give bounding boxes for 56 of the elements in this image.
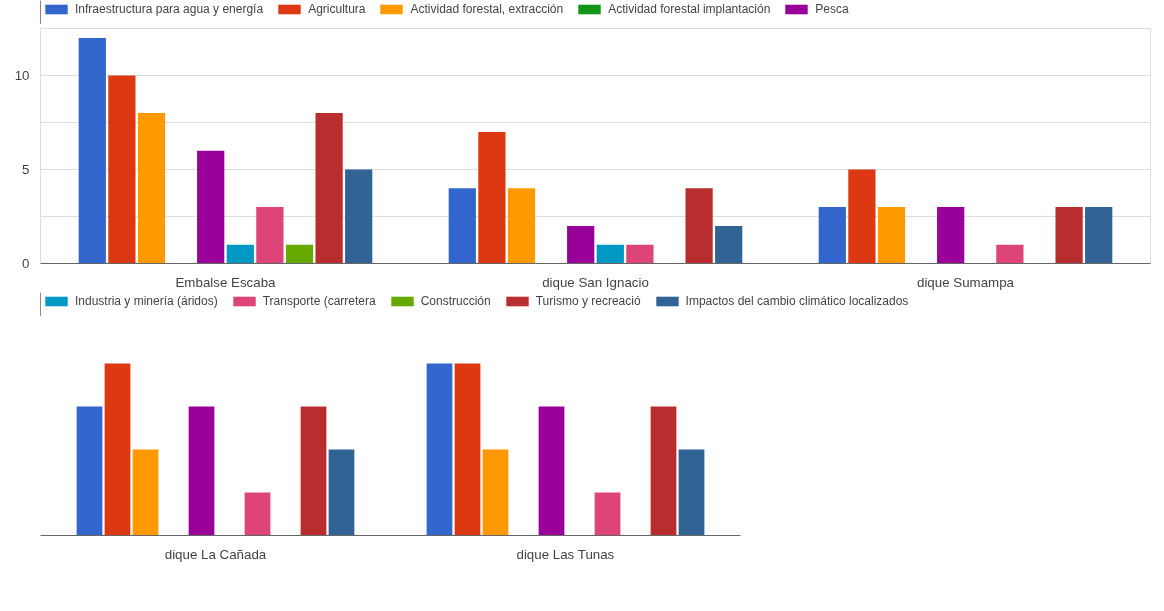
legend-label: Impactos del cambio climático localizados: [685, 294, 909, 308]
x-tick-label: dique La Cañada: [164, 546, 267, 562]
bar: [300, 406, 327, 536]
bar: [1055, 207, 1083, 264]
bar: [426, 363, 453, 536]
bar: [678, 449, 705, 536]
bar: [345, 169, 373, 264]
bar: [256, 207, 284, 264]
bar: [285, 244, 314, 264]
bar: [188, 406, 215, 536]
bar: [132, 449, 159, 536]
bar: [78, 37, 106, 264]
bar: [454, 363, 481, 536]
bar: [482, 449, 509, 536]
legend-label: Actividad forestal implantación: [608, 2, 771, 16]
bar: [685, 188, 713, 264]
bar: [328, 449, 355, 536]
legend-label: Industria y minería (áridos): [75, 294, 218, 308]
bar: [996, 244, 1024, 264]
bar: [848, 169, 876, 264]
bar: [538, 406, 565, 536]
bar: [244, 492, 271, 536]
bar: [104, 363, 131, 536]
bar: [937, 207, 965, 264]
legend-label: Actividad forestal, extracción: [410, 2, 564, 16]
bar: [315, 113, 343, 264]
legend-label: Transporte (carretera: [262, 294, 376, 308]
y-tick-label: 5: [22, 162, 30, 177]
legend-label: Turismo y recreació: [535, 294, 641, 308]
y-tick-label: 10: [14, 68, 30, 83]
bar: [507, 188, 536, 264]
bar: [567, 225, 595, 264]
legend-label: Pesca: [815, 2, 849, 16]
bar: [226, 244, 254, 264]
bar: [108, 75, 136, 264]
bar: [1085, 207, 1113, 264]
bar: [76, 406, 103, 536]
bar: [596, 244, 624, 264]
legend-label: Construcción: [420, 294, 491, 308]
bar: [448, 188, 476, 264]
x-tick-label: dique Las Tunas: [516, 546, 615, 562]
bar: [594, 492, 621, 536]
x-tick-label: dique San Ignacio: [542, 274, 649, 290]
x-tick-label: Embalse Escaba: [175, 274, 277, 290]
bar: [197, 150, 225, 264]
bar: [137, 113, 166, 264]
bar: [650, 406, 677, 536]
y-tick-label: 0: [22, 256, 30, 271]
x-tick-label: dique Sumampa: [916, 274, 1015, 290]
bar: [818, 207, 846, 264]
legend-label: Infraestructura para agua y energía: [75, 2, 264, 16]
bar: [877, 207, 906, 264]
bar: [626, 244, 654, 264]
bar: [478, 131, 506, 264]
legend-label: Agricultura: [308, 2, 366, 16]
bar: [715, 225, 743, 264]
